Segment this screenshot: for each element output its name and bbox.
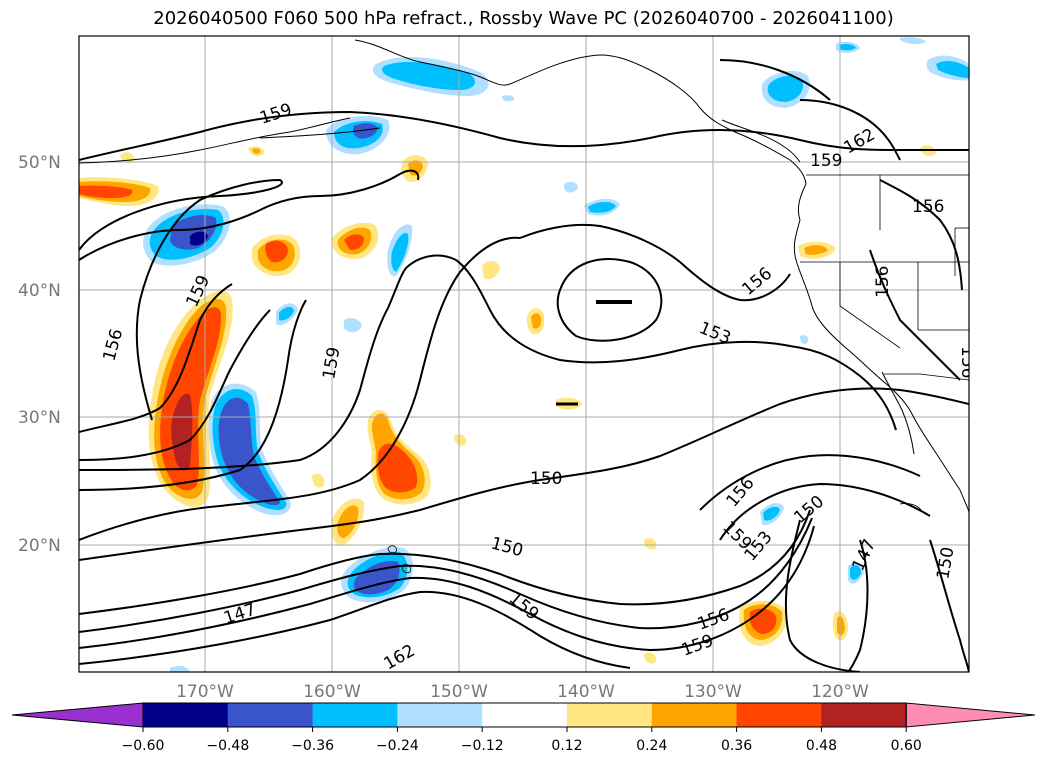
graticule — [79, 36, 969, 672]
coastlines — [79, 39, 969, 513]
map-panel[interactable]: 159 159 156 159 156 156 153 159 162 156 … — [0, 0, 977, 674]
height-contours — [79, 59, 969, 672]
contour-label: 156 — [873, 266, 893, 298]
lat-label-30n: 30°N — [18, 408, 61, 428]
contour-label: 156 — [912, 197, 944, 217]
colorbar-extend-high — [905, 702, 1036, 728]
lon-label-140w: 140°W — [557, 682, 615, 702]
lat-label-40n: 40°N — [18, 281, 61, 301]
map-border — [78, 35, 970, 673]
lon-label-160w: 160°W — [303, 682, 361, 702]
colorbar-tick-label: 0.60 — [891, 738, 922, 754]
colorbar-tick-label: −0.48 — [206, 738, 249, 754]
colorbar-tick-label: −0.12 — [461, 738, 504, 754]
lon-label-150w: 150°W — [430, 682, 488, 702]
colorbar-bin — [736, 703, 822, 727]
positive-shading — [79, 145, 936, 664]
contour-label: 159 — [810, 151, 842, 171]
colorbar-tick-label: 0.36 — [721, 738, 752, 754]
colorbar-bin — [821, 703, 907, 727]
colorbar-bin — [482, 703, 568, 727]
negative-shading — [143, 37, 969, 672]
colorbar-tick-label: 0.12 — [551, 738, 582, 754]
lon-label-120w: 120°W — [811, 682, 869, 702]
colorbar-bin — [397, 703, 483, 727]
contour-label: 156 — [957, 346, 977, 378]
colorbar-bin — [567, 703, 653, 727]
colorbar-tick-label: −0.60 — [122, 738, 165, 754]
lon-label-130w: 130°W — [684, 682, 742, 702]
colorbar-extend-low — [11, 702, 144, 728]
longitude-labels: 170°W 160°W 150°W 140°W 130°W 120°W — [176, 682, 869, 702]
lat-label-50n: 50°N — [18, 153, 61, 173]
colorbar-bin — [143, 703, 229, 727]
state-borders — [800, 174, 969, 381]
map-title: 2026040500 F060 500 hPa refract., Rossby… — [153, 8, 894, 29]
colorbar-tick-label: 0.48 — [806, 738, 837, 754]
lon-label-170w: 170°W — [176, 682, 234, 702]
latitude-labels: 50°N 40°N 30°N 20°N — [18, 153, 61, 556]
lat-label-20n: 20°N — [18, 536, 61, 556]
colorbar-bin — [312, 703, 398, 727]
colorbar-tick-label: −0.24 — [376, 738, 419, 754]
colorbar-tick-label: −0.36 — [291, 738, 334, 754]
contour-label: 150 — [530, 469, 562, 489]
colorbar-bin — [227, 703, 314, 727]
colorbar-outline — [142, 702, 907, 728]
colorbar-bin — [651, 703, 738, 727]
colorbar-tick-label: 0.24 — [636, 738, 667, 754]
colorbar: −0.60 −0.48 −0.36 −0.24 −0.12 0.12 0.24 0.36 0.4… — [11, 702, 1036, 754]
